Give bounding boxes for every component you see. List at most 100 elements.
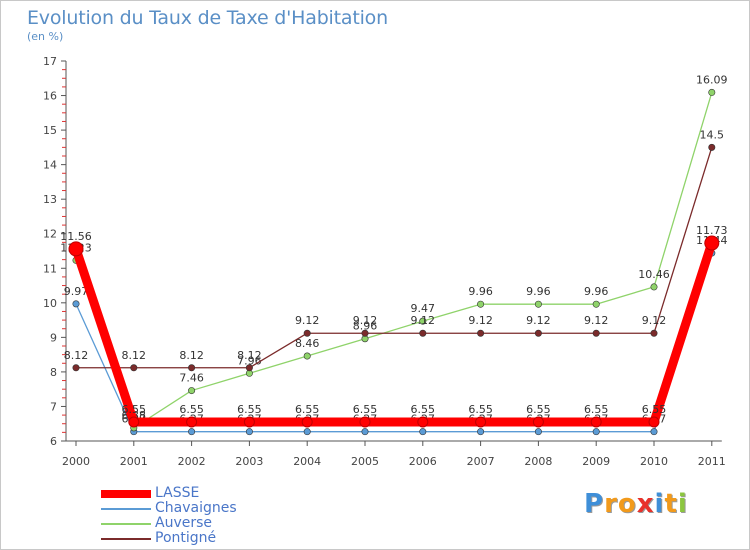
x-tick-label: 2004 [293,455,321,468]
legend-swatch [101,508,151,510]
data-label: 11.56 [60,230,92,243]
x-tick-label: 2006 [409,455,437,468]
x-tick-label: 2007 [467,455,495,468]
data-point [303,352,311,360]
legend-swatch [101,490,151,498]
data-label: 11.73 [696,224,728,237]
data-point [590,416,602,428]
data-label: 9.96 [468,285,493,298]
proxiti-logo: Proxiti [584,489,688,519]
data-point [477,428,485,436]
legend-label: Auverse [155,515,213,531]
data-label: 9.12 [642,314,667,327]
y-tick-label: 6 [50,435,57,448]
y-tick-label: 11 [43,262,57,275]
legend-label: Chavaignes [155,500,237,516]
data-label: 6.55 [353,403,378,416]
data-point [243,416,255,428]
data-point [361,329,369,337]
data-point [188,428,196,436]
y-tick-label: 14 [43,159,57,172]
data-label: 9.12 [295,314,320,327]
data-label: 6.55 [179,403,204,416]
data-point [592,300,600,308]
data-point [650,428,658,436]
data-label: 8.12 [237,349,262,362]
y-tick-label: 10 [43,297,57,310]
data-label: 6.55 [584,403,609,416]
x-tick-label: 2003 [235,455,263,468]
y-tick-label: 12 [43,228,57,241]
data-point [708,143,716,151]
legend-label: LASSE [155,485,200,501]
y-tick-label: 17 [43,55,57,68]
data-label: 6.55 [642,403,667,416]
data-label: 14.5 [700,128,725,141]
data-point [534,329,542,337]
data-label: 8.46 [295,337,320,350]
logo-letter: i [677,489,688,519]
data-label: 7.46 [179,372,204,385]
y-tick-label: 8 [50,366,57,379]
data-label: 9.97 [64,285,89,298]
data-point [128,416,140,428]
data-label: 10.46 [638,268,670,281]
y-tick-label: 16 [43,90,57,103]
data-label: 8.12 [122,349,147,362]
x-tick-label: 2005 [351,455,379,468]
data-point [188,364,196,372]
data-point [704,235,720,251]
data-label: 6.55 [295,403,320,416]
data-point [477,300,485,308]
data-label: 8.12 [64,349,89,362]
logo-letter: P [584,489,605,519]
y-tick-label: 13 [43,193,57,206]
data-point [303,428,311,436]
data-point [303,329,311,337]
series-line-pontigné [76,147,713,369]
x-tick-label: 2002 [178,455,206,468]
y-tick-label: 15 [43,124,57,137]
data-point [648,416,660,428]
data-point [419,329,427,337]
logo-letter: i [654,489,665,519]
data-label: 6.55 [237,403,262,416]
data-point [72,300,80,308]
x-tick-label: 2001 [120,455,148,468]
data-label: 9.96 [526,285,551,298]
data-point [72,364,80,372]
data-point [592,428,600,436]
data-label: 9.12 [584,314,609,327]
data-label: 6.55 [411,403,436,416]
chart-subtitle: (en %) [27,30,64,43]
logo-letter: r [604,489,618,519]
data-label: 9.12 [411,314,436,327]
series-line-auverse [75,92,713,429]
series-line-chavaignes [75,252,713,433]
legend-swatch [101,538,151,540]
x-tick-label: 2011 [698,455,726,468]
data-point [419,317,427,325]
x-tick-label: 2009 [582,455,610,468]
data-label: 6.55 [468,403,493,416]
legend-swatch [101,523,151,525]
data-label: 6.55 [526,403,551,416]
data-point [534,300,542,308]
data-point [650,329,658,337]
chart-title: Evolution du Taux de Taxe d'Habitation [27,7,388,29]
data-label: 9.47 [411,302,436,315]
data-label: 9.12 [353,314,378,327]
data-point [477,329,485,337]
chart-plot: 6 7 8 9 10 11 12 13 14 15 16 17 2000 2001 2002 2003 2004… [43,55,728,468]
data-label: 8.96 [353,320,378,333]
data-point [245,364,253,372]
data-label: 8.12 [179,349,204,362]
legend-label: Pontigné [155,530,217,546]
data-point [359,416,371,428]
data-point [475,416,487,428]
y-tick-label: 9 [50,331,57,344]
data-point [361,428,369,436]
data-point [419,428,427,436]
logo-letter: x [636,489,655,519]
data-label: 6.55 [122,403,147,416]
